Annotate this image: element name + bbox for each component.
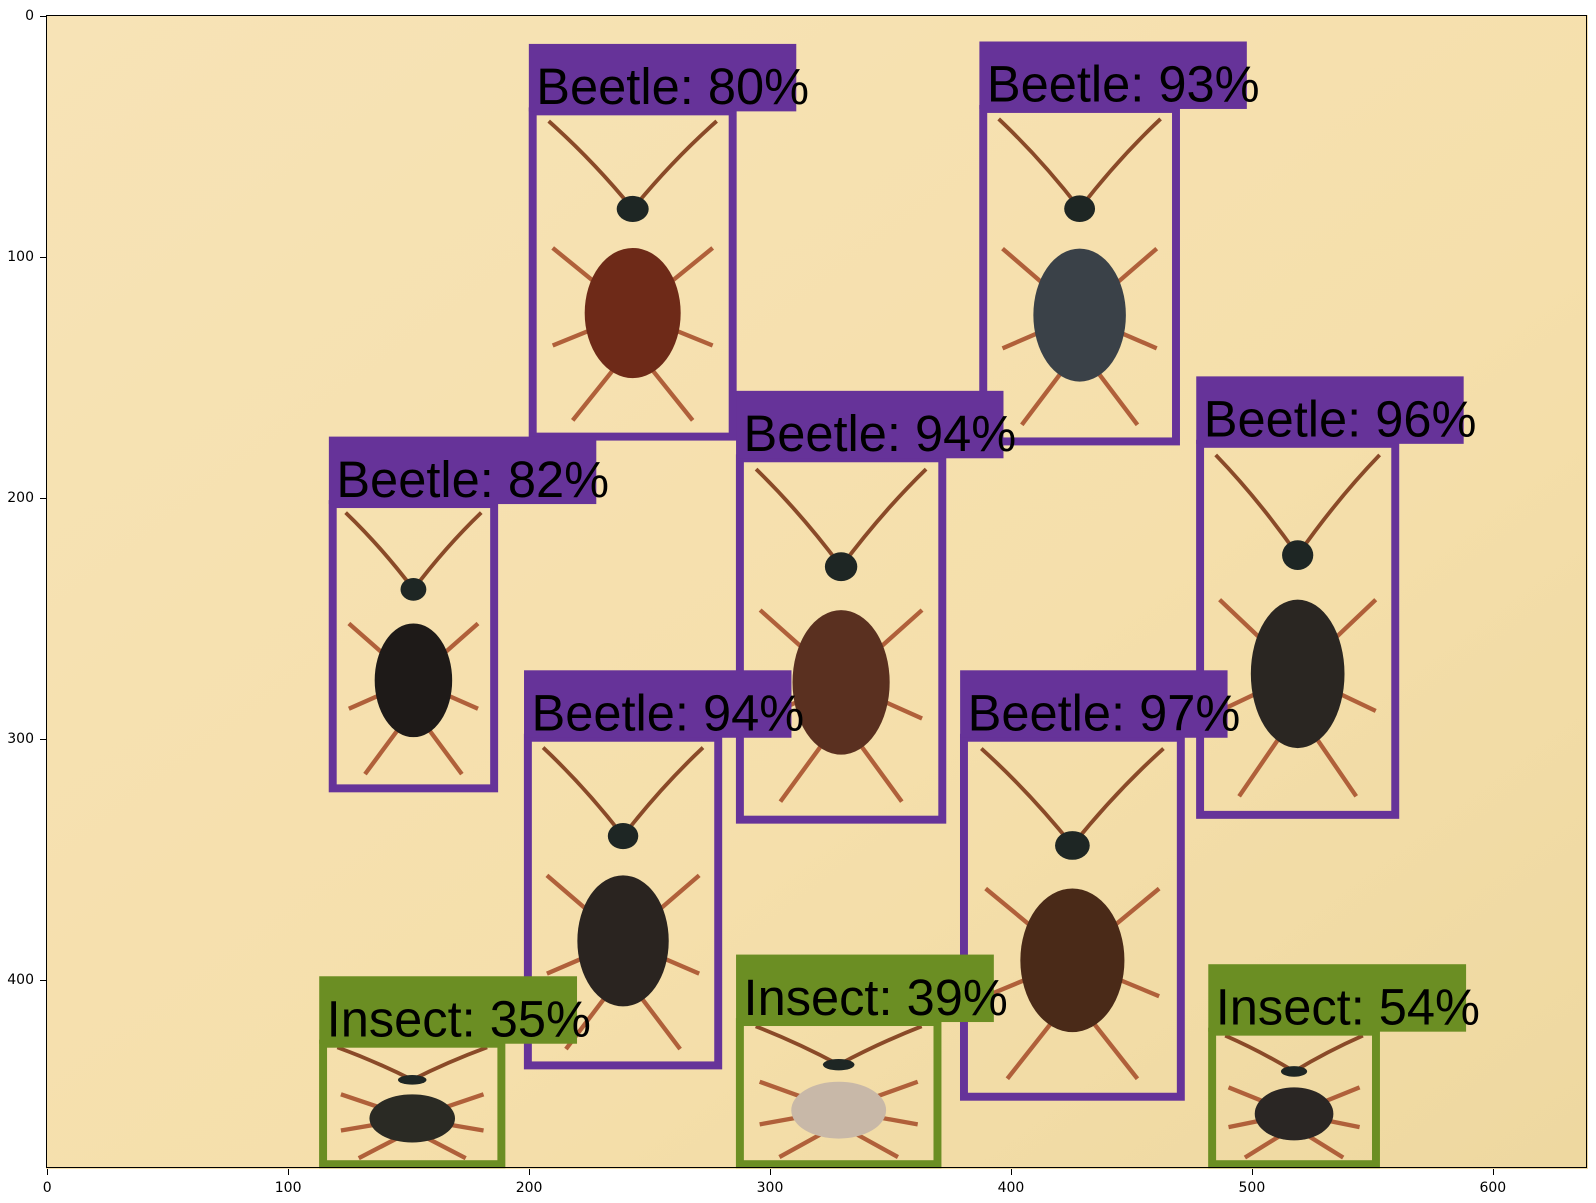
x-tick	[1010, 1169, 1012, 1175]
x-tick	[529, 1169, 531, 1175]
detection-label: Beetle: 97%	[968, 685, 1241, 742]
x-tick-label: 0	[42, 1180, 52, 1196]
detection-label-background	[328, 436, 597, 505]
detection-label: Beetle: 94%	[531, 685, 804, 742]
detection-label-background	[960, 670, 1228, 738]
y-tick-label: 0	[25, 8, 34, 25]
specimen-1	[997, 117, 1162, 427]
specimen-5	[541, 746, 705, 1051]
detection-label: Beetle: 93%	[987, 56, 1260, 113]
detection-label: Insect: 35%	[327, 990, 591, 1047]
y-tick-label: 100	[7, 249, 34, 266]
detection-label-background	[736, 390, 1004, 459]
detection-label-background	[528, 43, 797, 112]
detection-label-background	[1196, 376, 1464, 444]
x-tick-label: 300	[756, 1180, 784, 1196]
detection-label: Beetle: 96%	[1204, 391, 1477, 448]
y-tick-label: 200	[7, 490, 34, 507]
x-tick	[288, 1169, 290, 1175]
specimen-6	[980, 747, 1165, 1081]
detection-label: Beetle: 94%	[744, 405, 1017, 462]
x-tick-label: 400	[997, 1180, 1025, 1196]
y-tick	[40, 498, 46, 500]
detection-image: Beetle: 80% Beetle: 93% Beetle: 94% Beetle:…	[46, 15, 1588, 1169]
detection-label-background	[319, 976, 578, 1044]
x-tick-label: 600	[1479, 1180, 1507, 1196]
detection-label: Insect: 54%	[1216, 978, 1480, 1035]
x-tick	[770, 1169, 772, 1175]
y-tick	[40, 738, 46, 740]
y-tick-label: 400	[7, 971, 34, 988]
detection-label: Insect: 39%	[744, 969, 1008, 1026]
detection-label-background	[979, 41, 1247, 109]
y-tick	[40, 257, 46, 259]
x-tick-label: 200	[515, 1180, 543, 1196]
y-tick	[40, 16, 46, 18]
detection-label-background	[736, 954, 994, 1023]
x-tick-label: 100	[274, 1180, 302, 1196]
specimen-7	[336, 1045, 488, 1161]
x-tick	[1251, 1169, 1253, 1175]
specimen-2	[754, 467, 928, 803]
x-tick	[47, 1169, 49, 1175]
x-tick	[1492, 1169, 1494, 1175]
specimen-8	[755, 1024, 923, 1159]
specimen-0	[547, 119, 718, 422]
detection-label: Beetle: 82%	[336, 451, 609, 508]
y-tick-label: 300	[7, 730, 34, 747]
specimen-4	[344, 511, 483, 776]
detection-label-background	[524, 670, 792, 738]
specimen-3	[1214, 453, 1382, 798]
y-tick	[40, 979, 46, 981]
x-tick-label: 500	[1238, 1180, 1266, 1196]
detection-label-background	[1208, 964, 1467, 1032]
detection-label: Beetle: 80%	[536, 58, 809, 115]
specimen-9	[1224, 1033, 1364, 1160]
